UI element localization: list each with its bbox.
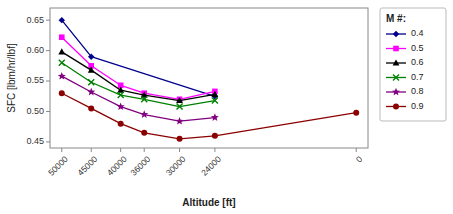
legend-marker — [393, 104, 399, 110]
point — [117, 102, 125, 110]
series-line — [62, 93, 356, 139]
legend: M #: 0.4 0.5 0.6 0.7 0.8 0.9 — [380, 8, 446, 121]
point — [177, 104, 183, 110]
point — [211, 113, 219, 121]
x-tick — [356, 148, 357, 152]
x-tick-label: 0 — [354, 154, 365, 165]
y-tick-label: 0.55 — [26, 75, 44, 85]
x-tick-label: 36000 — [128, 154, 152, 178]
series-line — [62, 20, 215, 96]
legend-marker — [393, 46, 399, 52]
point — [176, 97, 183, 103]
point — [58, 72, 66, 80]
legend-label: 0.6 — [411, 57, 424, 67]
point — [88, 53, 94, 59]
x-tick — [91, 148, 92, 152]
x-tick-label: 30000 — [164, 154, 188, 178]
point — [141, 96, 147, 102]
point — [58, 48, 65, 54]
plot-frame — [50, 8, 368, 148]
series-line — [62, 63, 215, 107]
x-tick — [144, 148, 145, 152]
series-line — [62, 52, 215, 101]
legend-marker — [393, 75, 399, 81]
y-tick-label: 0.45 — [26, 136, 44, 146]
point — [118, 121, 124, 127]
x-tick-label: 50000 — [46, 154, 70, 178]
legend-marker — [393, 31, 399, 37]
y-tick — [46, 141, 50, 142]
y-axis-label: SFC [lbm/hr/lbf] — [6, 43, 17, 113]
x-axis: 50000450004000036000 30000 24000 0 — [46, 148, 364, 178]
legend-label: 0.8 — [411, 86, 424, 96]
x-axis-label: Altitude [ft] — [182, 197, 235, 208]
legend-entry: 0.5 — [386, 43, 424, 53]
point — [88, 105, 94, 111]
y-axis: 0.45 0.50 0.55 0.60 0.65 — [26, 15, 50, 147]
point — [88, 79, 94, 85]
point — [88, 66, 95, 72]
legend-entry: 0.7 — [386, 72, 424, 82]
y-tick — [46, 20, 50, 21]
x-tick-label: 40000 — [105, 154, 129, 178]
x-tick — [214, 148, 215, 152]
y-tick-label: 0.60 — [26, 45, 44, 55]
x-tick — [120, 148, 121, 152]
series-line — [62, 37, 215, 99]
point — [141, 130, 147, 136]
plot-area — [58, 17, 359, 142]
legend-entry: 0.9 — [386, 101, 424, 111]
series-line — [62, 76, 215, 121]
point — [59, 60, 65, 66]
legend-marker — [392, 88, 400, 96]
x-tick — [61, 148, 62, 152]
y-tick — [46, 50, 50, 51]
legend-label: 0.7 — [411, 72, 424, 82]
point — [177, 136, 183, 142]
point — [212, 98, 218, 104]
point — [211, 91, 218, 97]
point — [118, 92, 124, 98]
point — [59, 17, 65, 23]
legend-box — [380, 8, 446, 121]
point — [140, 110, 148, 118]
legend-label: 0.5 — [411, 43, 424, 53]
legend-title: M #: — [386, 13, 406, 24]
x-tick — [179, 148, 180, 152]
y-tick-label: 0.50 — [26, 106, 44, 116]
point — [176, 117, 184, 125]
point — [353, 110, 359, 116]
legend-label: 0.4 — [411, 28, 424, 38]
y-tick-label: 0.65 — [26, 15, 44, 25]
legend-entry: 0.6 — [386, 57, 424, 67]
point — [212, 133, 218, 139]
legend-entry: 0.4 — [386, 28, 424, 38]
y-tick — [46, 111, 50, 112]
legend-entry: 0.8 — [386, 86, 424, 96]
y-tick — [46, 81, 50, 82]
point — [59, 34, 65, 40]
legend-label: 0.9 — [411, 101, 424, 111]
legend-marker — [393, 59, 400, 65]
chart: 0.450.500.550.600.6550000450004000036000… — [0, 0, 453, 214]
point — [87, 88, 95, 96]
x-tick-label: 45000 — [75, 154, 99, 178]
x-tick-label: 24000 — [199, 154, 223, 178]
point — [59, 90, 65, 96]
